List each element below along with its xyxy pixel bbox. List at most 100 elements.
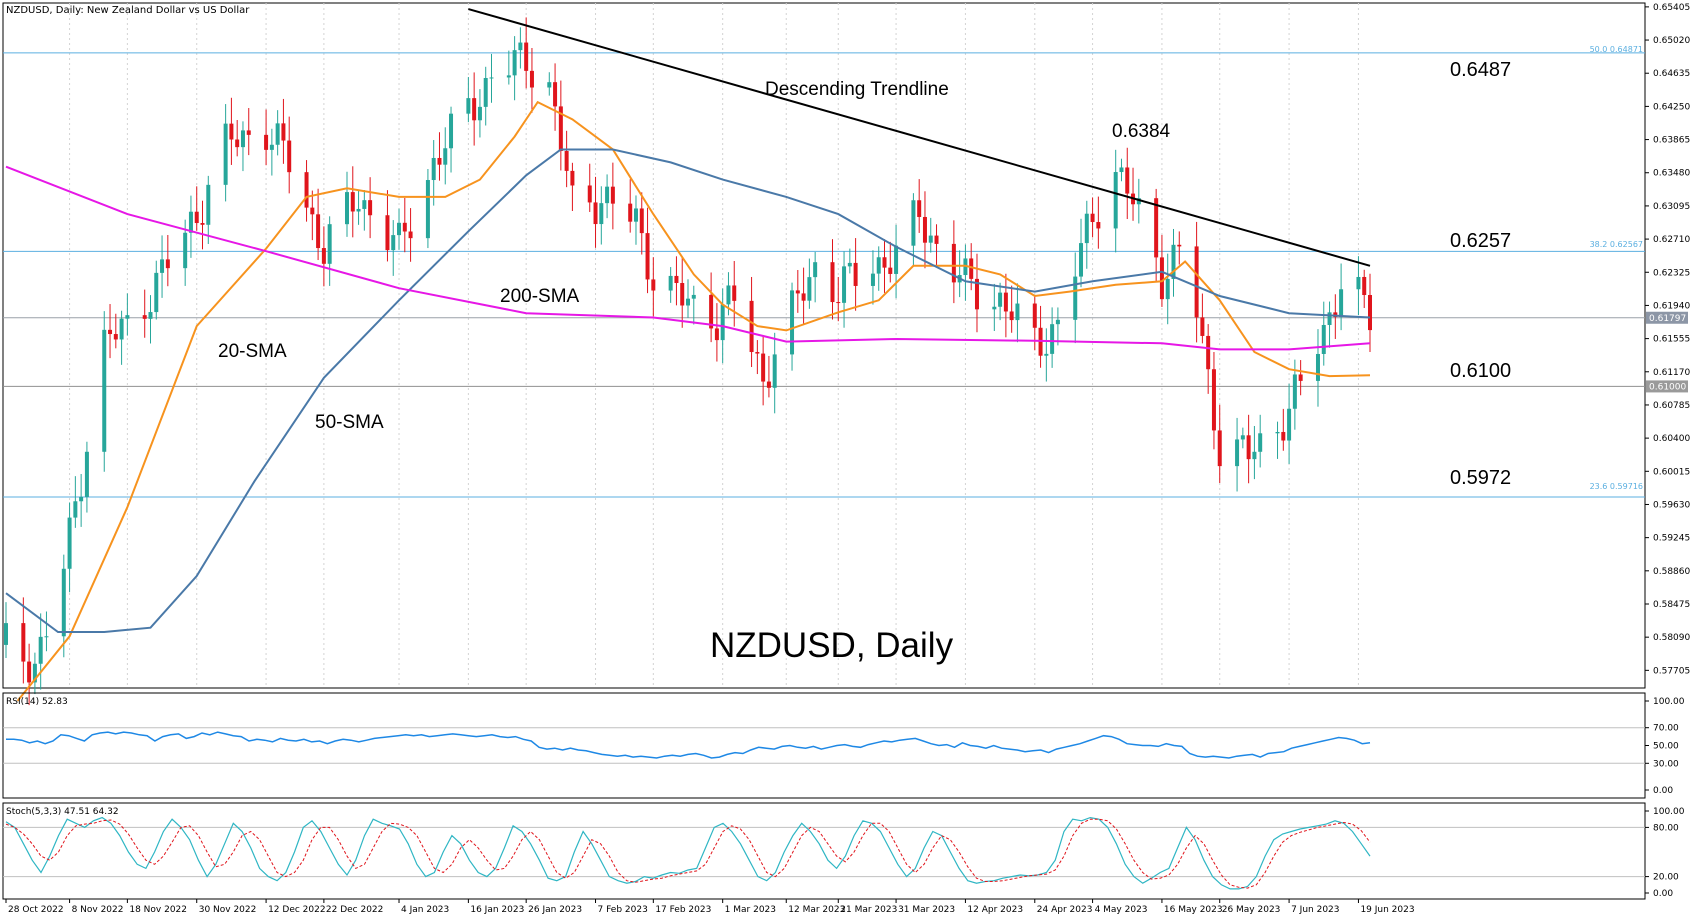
- stoch-k-line: [5, 816, 1371, 890]
- price-tick-label: 0.65020: [1653, 36, 1690, 46]
- candle-body: [628, 203, 633, 222]
- trendline-layer: [468, 8, 1371, 267]
- candle-body: [472, 98, 477, 121]
- candle-body: [223, 123, 228, 185]
- candle-body: [790, 290, 795, 355]
- price-axis: 0.65405 0.65020 0.64635 0.64250 0.63865 0.634…: [1645, 3, 1690, 676]
- price-tick-label: 0.64635: [1653, 69, 1690, 79]
- stoch-d-line: [5, 818, 1371, 889]
- candle-body: [1159, 257, 1164, 300]
- candle-body: [119, 318, 124, 340]
- candle-body: [368, 200, 373, 216]
- candle-body: [1327, 312, 1332, 325]
- candle-body: [397, 222, 402, 236]
- candle-body: [547, 82, 552, 88]
- candle-body: [1113, 172, 1118, 229]
- level-tag-1: 38.2 0.62567: [1590, 240, 1643, 249]
- candle-body: [1084, 213, 1089, 244]
- candle-body: [1275, 431, 1280, 434]
- date-tick-label: 26 Jan 2023: [528, 905, 582, 915]
- sma50-annotation: 50-SMA: [315, 412, 384, 433]
- sma200-annotation: 200-SMA: [500, 286, 580, 307]
- price-panel: 0.65405 0.65020 0.64635 0.64250 0.63865 0.634…: [2, 2, 1690, 706]
- candle-body: [287, 140, 292, 173]
- candle-body: [651, 279, 656, 291]
- stoch-tick-label: 20.00: [1653, 873, 1679, 883]
- candle-body: [1136, 198, 1141, 205]
- candle-body: [749, 300, 754, 353]
- candle-body: [524, 42, 529, 71]
- date-tick-label: 12 Apr 2023: [967, 905, 1023, 915]
- candle-body: [165, 259, 170, 269]
- moving-averages: [5, 100, 1371, 702]
- candle-body: [316, 214, 321, 249]
- date-tick-label: 22 Dec 2022: [326, 905, 384, 915]
- candle-body: [310, 207, 315, 215]
- candle-body: [1015, 303, 1020, 321]
- candle-body: [847, 262, 852, 267]
- candle-body: [183, 232, 188, 269]
- candle-body: [1235, 439, 1240, 467]
- candle-body: [1211, 369, 1216, 431]
- candle-body: [599, 203, 604, 225]
- candle-body: [766, 381, 771, 388]
- chart-header: NZDUSD, Daily: New Zealand Dollar vs US …: [6, 5, 250, 16]
- candle-body: [928, 235, 933, 243]
- candle-body: [304, 172, 309, 208]
- candle-body: [1240, 435, 1245, 440]
- candle-body: [1009, 311, 1014, 321]
- level-label-2: 0.6100: [1450, 360, 1511, 382]
- candle-body: [1321, 324, 1326, 354]
- stoch-panel: 100.00 80.00 20.00 0.00 Stoch(5,3,3) 47.51 …: [2, 802, 1685, 900]
- candle-body: [639, 208, 644, 234]
- date-tick-label: 24 Apr 2023: [1037, 905, 1093, 915]
- candle-body: [356, 208, 361, 212]
- candle-body: [32, 663, 37, 683]
- candle-body: [264, 134, 269, 150]
- price-tick-label: 0.64250: [1653, 102, 1690, 112]
- candle-body: [489, 77, 494, 79]
- date-tick-label: 28 Oct 2022: [8, 905, 64, 915]
- candle-body: [813, 262, 818, 278]
- candle-body: [154, 272, 159, 313]
- candlesticks: [4, 17, 1372, 706]
- candle-body: [1281, 431, 1286, 441]
- price-tick-label: 0.58860: [1653, 567, 1690, 577]
- date-axis: 28 Oct 2022 8 Nov 2022 18 Nov 2022 30 Nov 2…: [5, 899, 1415, 915]
- candle-body: [570, 170, 575, 186]
- candle-body: [1177, 244, 1182, 247]
- rsi-tick-label: 50.00: [1653, 742, 1679, 752]
- candle-body: [108, 329, 113, 335]
- date-tick-label: 30 Nov 2022: [199, 905, 257, 915]
- candle-body: [922, 216, 927, 243]
- date-tick-label: 12 Dec 2022: [268, 905, 326, 915]
- date-tick-label: 18 Nov 2022: [129, 905, 187, 915]
- candle-body: [894, 245, 899, 274]
- rsi-tick-label: 70.00: [1653, 724, 1679, 734]
- candle-body: [553, 82, 558, 107]
- candle-body: [73, 501, 78, 518]
- date-tick-label: 1 Mar 2023: [725, 905, 776, 915]
- candle-body: [1339, 289, 1344, 318]
- stoch-grid: [3, 826, 1645, 878]
- candle-body: [1200, 317, 1205, 336]
- rsi-panel: 100.00 70.00 50.00 30.00 0.00 RSI(14) 52.83: [2, 692, 1685, 799]
- rsi-grid: [3, 727, 1645, 764]
- price-tick-label: 0.58475: [1653, 600, 1690, 610]
- candle-body: [321, 248, 326, 264]
- date-tick-label: 19 Jun 2023: [1360, 905, 1414, 915]
- candle-body: [1050, 324, 1055, 354]
- candle-body: [836, 302, 841, 304]
- date-tick-label: 31 Mar 2023: [898, 905, 955, 915]
- level-tag-0: 50.0 0.64871: [1590, 45, 1643, 54]
- candle-body: [67, 517, 72, 569]
- candle-body: [188, 211, 193, 233]
- candle-body: [235, 139, 240, 148]
- candle-body: [402, 222, 407, 232]
- level-label-0: 0.6487: [1450, 59, 1511, 81]
- date-tick-label: 4 May 2023: [1095, 905, 1148, 915]
- candle-body: [1356, 276, 1361, 290]
- candle-body: [668, 275, 673, 291]
- candle-body: [327, 224, 332, 264]
- candle-body: [853, 262, 858, 286]
